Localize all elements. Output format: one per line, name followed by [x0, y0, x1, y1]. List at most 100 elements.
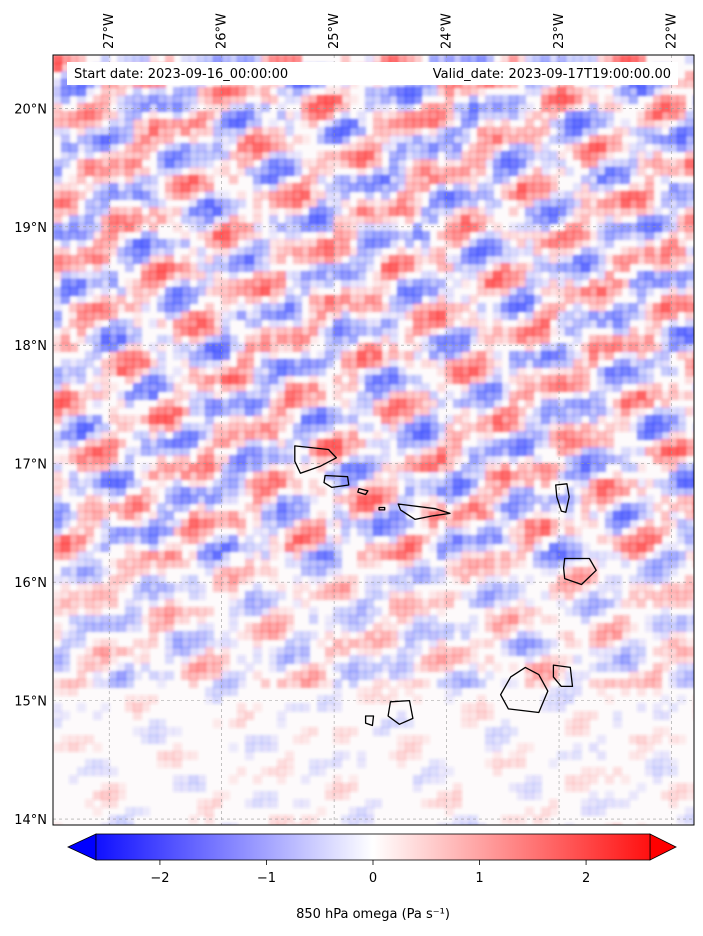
omega-cell	[197, 591, 206, 600]
omega-cell	[205, 623, 214, 632]
omega-cell	[365, 671, 374, 680]
omega-cell	[69, 407, 78, 416]
omega-cell	[253, 239, 262, 248]
omega-cell	[453, 511, 462, 520]
omega-cell	[621, 319, 630, 328]
omega-cell	[309, 567, 318, 576]
omega-cell	[469, 151, 478, 160]
omega-cell	[477, 159, 486, 168]
omega-cell	[501, 591, 510, 600]
omega-cell	[149, 247, 158, 256]
omega-cell	[269, 223, 278, 232]
omega-cell	[629, 479, 638, 488]
omega-cell	[173, 399, 182, 408]
omega-cell	[677, 127, 686, 136]
omega-cell	[469, 463, 478, 472]
omega-cell	[301, 239, 310, 248]
omega-cell	[445, 455, 454, 464]
omega-cell	[453, 111, 462, 120]
omega-cell	[421, 111, 430, 120]
omega-cell	[397, 671, 406, 680]
omega-cell	[389, 343, 398, 352]
omega-cell	[645, 479, 654, 488]
omega-cell	[141, 303, 150, 312]
omega-cell	[101, 647, 110, 656]
omega-cell	[181, 407, 190, 416]
omega-cell	[621, 95, 630, 104]
omega-cell	[213, 671, 222, 680]
omega-cell	[557, 687, 566, 696]
omega-cell	[517, 463, 526, 472]
omega-cell	[365, 423, 374, 432]
omega-cell	[245, 87, 254, 96]
omega-cell	[533, 335, 542, 344]
map-panel	[52, 54, 695, 826]
omega-cell	[621, 359, 630, 368]
omega-cell	[365, 639, 374, 648]
omega-cell	[381, 615, 390, 624]
omega-cell	[317, 399, 326, 408]
omega-cell	[373, 343, 382, 352]
omega-cell	[341, 615, 350, 624]
omega-cell	[69, 343, 78, 352]
omega-cell	[357, 511, 366, 520]
omega-cell	[541, 679, 550, 688]
omega-cell	[429, 327, 438, 336]
omega-cell	[413, 407, 422, 416]
omega-cell	[69, 479, 78, 488]
omega-cell	[197, 455, 206, 464]
omega-cell	[405, 599, 414, 608]
omega-cell	[117, 511, 126, 520]
omega-cell	[101, 103, 110, 112]
omega-cell	[525, 455, 534, 464]
omega-cell	[221, 455, 230, 464]
omega-cell	[589, 415, 598, 424]
omega-cell	[397, 519, 406, 528]
omega-cell	[621, 679, 630, 688]
omega-cell	[685, 503, 694, 512]
omega-cell	[493, 631, 502, 640]
omega-cell	[269, 591, 278, 600]
omega-cell	[245, 255, 254, 264]
omega-cell	[469, 191, 478, 200]
omega-cell	[437, 335, 446, 344]
omega-cell	[205, 335, 214, 344]
omega-cell	[669, 583, 678, 592]
omega-cell	[93, 543, 102, 552]
omega-cell	[581, 191, 590, 200]
omega-cell	[357, 343, 366, 352]
omega-cell	[637, 351, 646, 360]
omega-cell	[613, 479, 622, 488]
omega-cell	[189, 143, 198, 152]
omega-cell	[517, 127, 526, 136]
omega-cell	[229, 479, 238, 488]
omega-cell	[517, 303, 526, 312]
omega-cell	[509, 455, 518, 464]
omega-cell	[541, 111, 550, 120]
omega-cell	[149, 671, 158, 680]
omega-cell	[141, 247, 150, 256]
omega-cell	[541, 215, 550, 224]
omega-cell	[597, 679, 606, 688]
omega-cell	[629, 503, 638, 512]
omega-cell	[549, 655, 558, 664]
omega-cell	[637, 143, 646, 152]
omega-cell	[205, 319, 214, 328]
omega-cell	[309, 103, 318, 112]
omega-cell	[485, 279, 494, 288]
omega-cell	[573, 143, 582, 152]
omega-cell	[333, 199, 342, 208]
omega-cell	[509, 127, 518, 136]
omega-cell	[285, 463, 294, 472]
omega-cell	[605, 159, 614, 168]
omega-cell	[245, 455, 254, 464]
omega-cell	[437, 199, 446, 208]
omega-cell	[229, 343, 238, 352]
omega-cell	[269, 495, 278, 504]
omega-cell	[421, 247, 430, 256]
omega-cell	[293, 679, 302, 688]
omega-cell	[533, 463, 542, 472]
omega-cell	[381, 175, 390, 184]
omega-cell	[125, 319, 134, 328]
omega-cell	[117, 215, 126, 224]
